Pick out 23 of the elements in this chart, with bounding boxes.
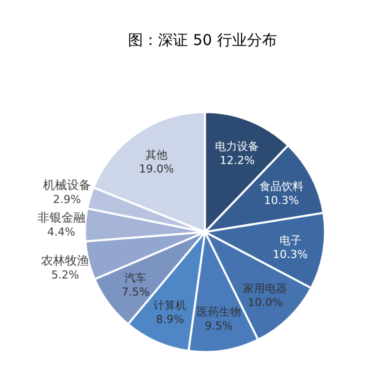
slice-label: 计算机 (154, 298, 187, 312)
data-label: 8.9% (156, 312, 184, 326)
data-label: 19.0% (139, 162, 174, 176)
slice-label: 电子 (279, 234, 302, 248)
slice-label: 医药生物 (196, 305, 241, 318)
slice-label: 汽车 (124, 272, 147, 285)
slice-label: 食品饮料 (260, 180, 304, 193)
data-label: 10.3% (264, 194, 299, 207)
slice-label: 家用电器 (243, 282, 288, 295)
data-label: 10.3% (272, 248, 308, 262)
data-label: 4.4% (47, 225, 76, 238)
data-label: 7.5% (122, 286, 150, 299)
chart-title: 图：深证 50 行业分布 (128, 31, 277, 49)
data-label: 12.2% (220, 154, 255, 167)
slice-label: 机械设备 (42, 178, 91, 192)
data-label: 10.0% (248, 296, 283, 309)
slice-label: 农林牧渔 (41, 253, 90, 268)
slice-label: 其他 (146, 148, 168, 162)
data-label: 9.5% (204, 319, 233, 332)
slice-label: 非银金融 (37, 210, 86, 224)
data-label: 5.2% (51, 268, 80, 282)
slice-label: 电力设备 (215, 140, 260, 153)
data-label: 2.9% (52, 193, 81, 206)
